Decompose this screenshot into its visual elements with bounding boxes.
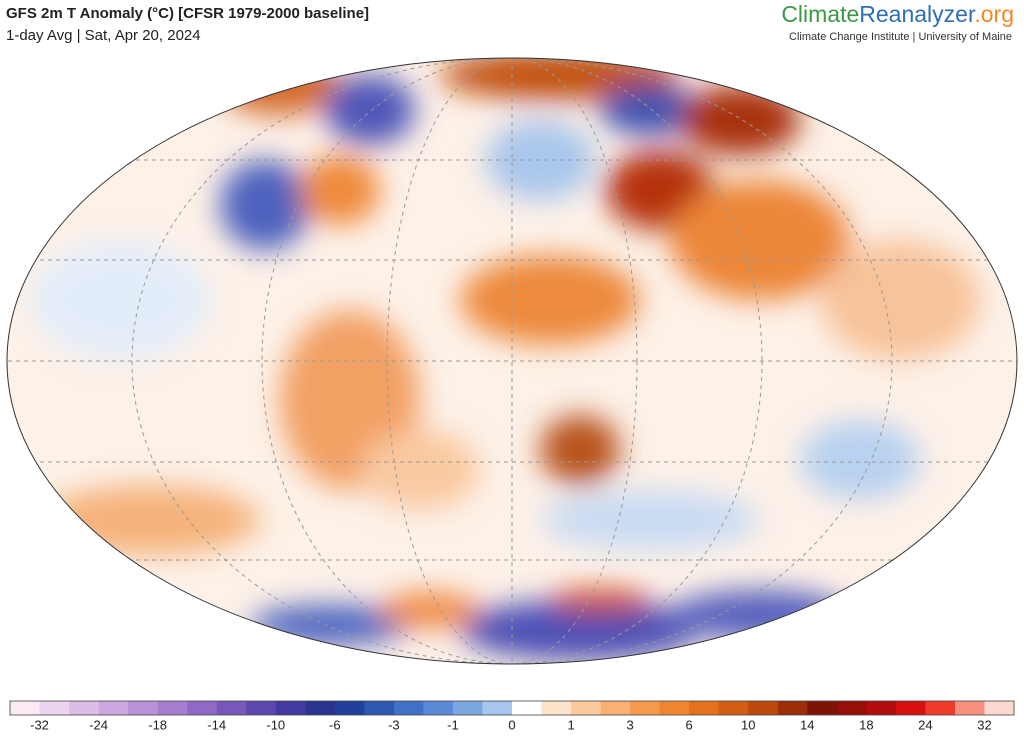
- colorbar-label: -3: [388, 717, 400, 732]
- colorbar-label: 24: [918, 717, 932, 732]
- colorbar-label: 18: [859, 717, 873, 732]
- colorbar-label: 1: [567, 717, 574, 732]
- colorbar-swatch: [216, 701, 247, 715]
- colorbar-label: 6: [686, 717, 693, 732]
- colorbar-swatch: [275, 701, 306, 715]
- colorbar-swatch: [39, 701, 70, 715]
- colorbar: -32 -24 -18 -14 -10 -6 -3 -1 0 1 3 6 10 14 18 24 32: [9, 700, 1015, 732]
- brand: ClimateReanalyzer.org: [781, 1, 1014, 27]
- colorbar-swatch: [423, 701, 454, 715]
- brand-part: Reanalyzer: [859, 1, 976, 27]
- map: [7, 58, 1017, 664]
- colorbar-swatch: [128, 701, 158, 715]
- colorbar-swatch: [157, 701, 188, 715]
- colorbar-label: -24: [89, 717, 108, 732]
- colorbar-label: -32: [30, 717, 49, 732]
- colorbar-swatch: [541, 701, 572, 715]
- colorbar-swatch: [246, 701, 277, 715]
- brand-part: Climate: [781, 1, 859, 27]
- colorbar-swatch: [571, 701, 601, 715]
- title: GFS 2m T Anomaly (°C) [CFSR 1979-2000 ba…: [6, 5, 369, 22]
- colorbar-swatch: [98, 701, 129, 715]
- brand-tagline: Climate Change Institute | University of…: [789, 31, 1012, 43]
- colorbar-label: 10: [741, 717, 755, 732]
- colorbar-label: -18: [148, 717, 167, 732]
- colorbar-swatch: [807, 701, 838, 715]
- colorbar-label: -10: [266, 717, 285, 732]
- colorbar-swatch: [512, 701, 542, 715]
- colorbar-swatch: [305, 701, 336, 715]
- colorbar-swatch: [630, 701, 660, 715]
- colorbar-swatch: [334, 701, 365, 715]
- colorbar-swatch: [925, 701, 956, 715]
- colorbar-label: -6: [329, 717, 341, 732]
- colorbar-swatch: [10, 701, 40, 715]
- colorbar-swatch: [748, 701, 779, 715]
- colorbar-swatch: [836, 701, 867, 715]
- colorbar-swatch: [659, 701, 690, 715]
- colorbar-swatch: [866, 701, 897, 715]
- colorbar-swatch: [452, 701, 483, 715]
- subtitle: 1-day Avg | Sat, Apr 20, 2024: [6, 27, 201, 44]
- colorbar-swatch: [895, 701, 926, 715]
- colorbar-swatch: [187, 701, 218, 715]
- globe-outline: [6, 57, 1018, 665]
- colorbar-label: 14: [800, 717, 814, 732]
- colorbar-swatch: [718, 701, 749, 715]
- colorbar-label: 32: [977, 717, 991, 732]
- colorbar-swatch: [69, 701, 99, 715]
- colorbar-label: 0: [508, 717, 515, 732]
- colorbar-swatch: [689, 701, 720, 715]
- colorbar-label: -14: [207, 717, 226, 732]
- brand-part: .org: [974, 1, 1014, 27]
- colorbar-swatch: [984, 701, 1015, 715]
- colorbar-frame: [9, 700, 1015, 716]
- colorbar-swatch: [954, 701, 985, 715]
- colorbar-label: -1: [447, 717, 459, 732]
- colorbar-swatch: [777, 701, 808, 715]
- colorbar-swatch: [364, 701, 395, 715]
- colorbar-label: 3: [627, 717, 634, 732]
- colorbar-swatch: [393, 701, 424, 715]
- colorbar-swatch: [482, 701, 513, 715]
- colorbar-swatch: [600, 701, 631, 715]
